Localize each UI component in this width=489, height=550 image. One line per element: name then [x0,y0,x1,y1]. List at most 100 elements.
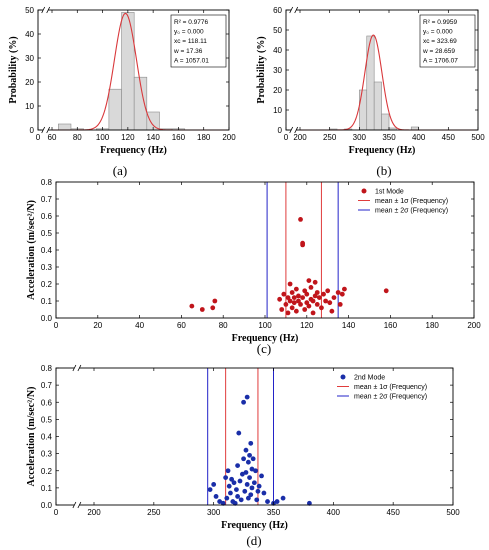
legend-marker [361,188,367,194]
y-axis-title: Acceleration (m/sec²/N) [26,200,37,300]
data-point [291,300,297,306]
data-point [306,278,312,283]
data-point [342,286,347,292]
panel-c: 1st Mode mean ± 1σ (Frequency) mean ± 2σ (… [26,178,481,356]
y-tick-label: 0 [278,126,283,135]
panel-b: R² = 0.9959 y₀ = 0.000 xc = 323.69 w = 28.6… [256,6,485,178]
data-point [241,399,246,405]
fit-stat: R² = 0.9776 [174,19,209,26]
data-point [207,487,213,492]
data-point [300,240,306,246]
data-point [289,290,295,295]
y-tick-label: 0.7 [41,381,53,390]
legend-label: 1st Mode [375,189,404,196]
x-tick-label: 100 [96,133,110,142]
axis-break-gap [291,128,297,132]
axis-break-mark [41,126,46,134]
x-tick-label: 80 [219,321,228,330]
data-point [298,302,303,307]
data-point [261,490,267,496]
x-tick-label: 80 [73,133,82,142]
x-tick-label: 140 [146,133,160,142]
x-tick-label: 500 [471,133,485,142]
data-point [189,303,195,309]
histogram-bar [58,123,72,131]
data-point [281,291,287,297]
axis-break-mark [72,364,77,372]
data-point [244,482,250,487]
data-point [248,440,254,446]
fit-stat: A = 1057.01 [174,57,209,64]
data-point [226,483,232,489]
y-tick-label: 30 [25,54,34,63]
y-tick-label: 0.1 [41,297,53,306]
panel-label: (b) [376,163,391,178]
axis-break-gap [43,128,49,132]
data-point [212,298,218,304]
y-tick-label: 50 [273,26,282,35]
x-tick-label: 500 [446,508,460,517]
data-point [277,296,283,302]
x-tick-label: 200 [467,321,481,330]
fit-stats-box [419,14,476,68]
data-point [300,295,306,300]
data-point [323,298,329,304]
data-point [235,463,241,469]
y-tick-label: 60 [273,6,282,15]
data-point [247,475,252,480]
fit-stat: y₀ = 0.000 [423,29,453,36]
data-point [243,447,249,453]
data-point [306,303,312,309]
x-axis-title: Frequency (Hz) [232,333,299,344]
data-point [210,305,216,311]
data-point [314,290,320,295]
data-point [285,310,291,316]
fit-stat: R² = 0.9959 [423,19,458,26]
x-tick-label: 100 [258,321,272,330]
x-axis-title: Frequency (Hz) [100,145,167,156]
data-point [287,281,293,287]
data-point [235,494,241,499]
x-tick-label: 60 [177,321,186,330]
x-tick-label: 250 [323,133,337,142]
data-point [231,480,237,486]
data-point [234,487,239,492]
data-point [254,497,260,503]
axis-break-mark [289,6,294,14]
axis-break-gap [74,366,80,370]
axis-break-mark [289,126,294,134]
data-point [250,456,256,462]
data-point [293,286,299,292]
x-tick-label: 180 [197,133,211,142]
data-point [307,500,312,506]
x-tick-label: 160 [172,133,186,142]
data-point [329,308,335,314]
x-axis-title: Frequency (Hz) [349,145,416,156]
data-point [304,291,310,297]
y-tick-label: 20 [273,86,282,95]
data-point [217,499,223,504]
data-point [237,478,243,484]
histogram-bar [108,88,122,131]
data-point [224,495,230,501]
y-tick-label: 50 [25,6,34,15]
y-tick-label: 30 [273,66,282,75]
data-point [228,490,233,496]
fit-stat: w = 28.659 [422,48,455,55]
y-tick-label: 0.7 [41,195,53,204]
data-point [259,473,264,479]
panel-label: (d) [246,533,261,548]
data-point [310,310,316,316]
x-tick-label: 0 [54,508,59,517]
x-tick-label: 400 [327,508,341,517]
data-point [247,452,252,458]
x-tick-label: 200 [293,133,307,142]
data-point [245,495,251,501]
axis-break-mark [77,364,82,372]
legend-label: mean ± 2σ (Frequency) [375,208,448,215]
fit-stat: w = 17.36 [173,48,203,55]
y-tick-label: 0.4 [41,246,53,255]
legend-label: 2nd Mode [354,375,385,382]
data-point [335,290,341,295]
